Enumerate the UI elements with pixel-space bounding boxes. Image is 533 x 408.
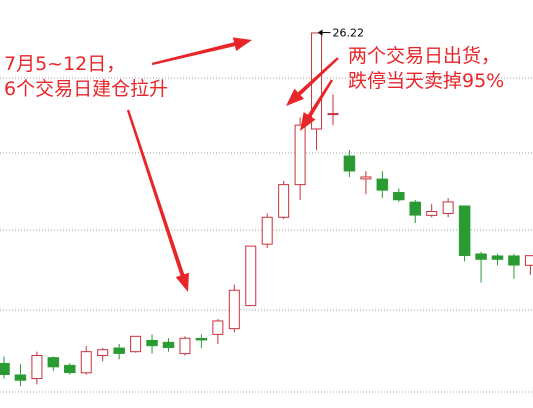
candle-body-up (360, 176, 372, 180)
candle-body-down (343, 155, 356, 172)
candle (0, 356, 10, 379)
candle (113, 344, 125, 360)
candle-body-down (409, 201, 421, 216)
candle (343, 150, 356, 177)
candle-body-up (294, 124, 306, 186)
candle (409, 200, 421, 224)
candle-body-down (376, 178, 389, 191)
candle (327, 94, 339, 126)
annotation-right-line2: 跌停当天卖掉95% (348, 70, 505, 92)
candle-body-down (458, 205, 471, 256)
candle (475, 251, 487, 283)
candle (245, 245, 257, 307)
candle (47, 356, 60, 371)
arrow-to-peak (151, 37, 252, 66)
candle (31, 351, 43, 385)
candle-body-up (245, 245, 257, 307)
arrow-to-top-day (286, 57, 339, 106)
candle (311, 32, 323, 151)
candle (179, 336, 191, 356)
candle-body-down (113, 347, 125, 354)
candle (360, 171, 372, 195)
candle (212, 319, 224, 344)
max-price-arrowhead (317, 29, 323, 36)
candle (524, 255, 533, 275)
candle-body-up (130, 335, 142, 353)
candle-body-up (80, 351, 92, 374)
candle (278, 180, 290, 220)
candle-body-up (442, 201, 454, 214)
candle (195, 334, 208, 348)
candle-body-up (212, 320, 224, 335)
candle-body-up (31, 355, 43, 380)
candle-body-down (146, 339, 158, 347)
arrow-to-limit-down-day (300, 79, 334, 131)
annotation-left: 7月5~12日， 6个交易日建仓拉升 (4, 52, 168, 102)
candle-body-up (261, 216, 273, 245)
candle-body-up (524, 255, 533, 266)
candle (491, 253, 504, 266)
candle (376, 171, 389, 199)
annotation-right: 两个交易日出货， 跌停当天卖掉95% (348, 44, 504, 94)
candle-body-down (393, 192, 405, 201)
annotation-right-line1: 两个交易日出货， (348, 45, 501, 67)
candle (146, 334, 158, 354)
candle-body-up (426, 211, 438, 216)
max-price-label: 26.22 (333, 27, 365, 40)
candle (508, 253, 520, 279)
candle-body-down (64, 364, 76, 374)
candle (458, 205, 471, 262)
candle (294, 117, 306, 200)
candle-body-down (195, 337, 208, 341)
candle-body-up (97, 349, 109, 357)
candle (14, 364, 27, 387)
candle-body-down (491, 255, 504, 260)
candle (228, 284, 240, 333)
chart-grid (0, 77, 533, 393)
max-price-marker: 26.22 (317, 27, 365, 40)
candle-body-up (228, 289, 240, 330)
candle-body-up (179, 337, 191, 355)
candle (442, 198, 454, 218)
candle (80, 345, 92, 375)
candle (97, 347, 109, 362)
candle (130, 335, 142, 353)
annotation-left-line2: 6个交易日建仓拉升 (4, 78, 169, 100)
candle-body-down (14, 374, 27, 381)
candle (426, 203, 438, 218)
candle (393, 188, 405, 202)
candle-body-down (0, 362, 10, 375)
annotation-left-line1: 7月5~12日， (4, 53, 126, 75)
candle-body-down (162, 341, 175, 349)
candles (0, 32, 533, 387)
candle (261, 213, 273, 248)
candle (64, 363, 76, 375)
annotation-arrows (126, 37, 339, 292)
candle-body-down (475, 253, 487, 260)
candle-body-up (327, 113, 339, 116)
arrow-to-breakout (126, 109, 190, 292)
candle-body-up (278, 184, 290, 218)
candle (162, 338, 175, 352)
candle-body-down (508, 255, 520, 266)
candle-body-down (47, 357, 60, 368)
